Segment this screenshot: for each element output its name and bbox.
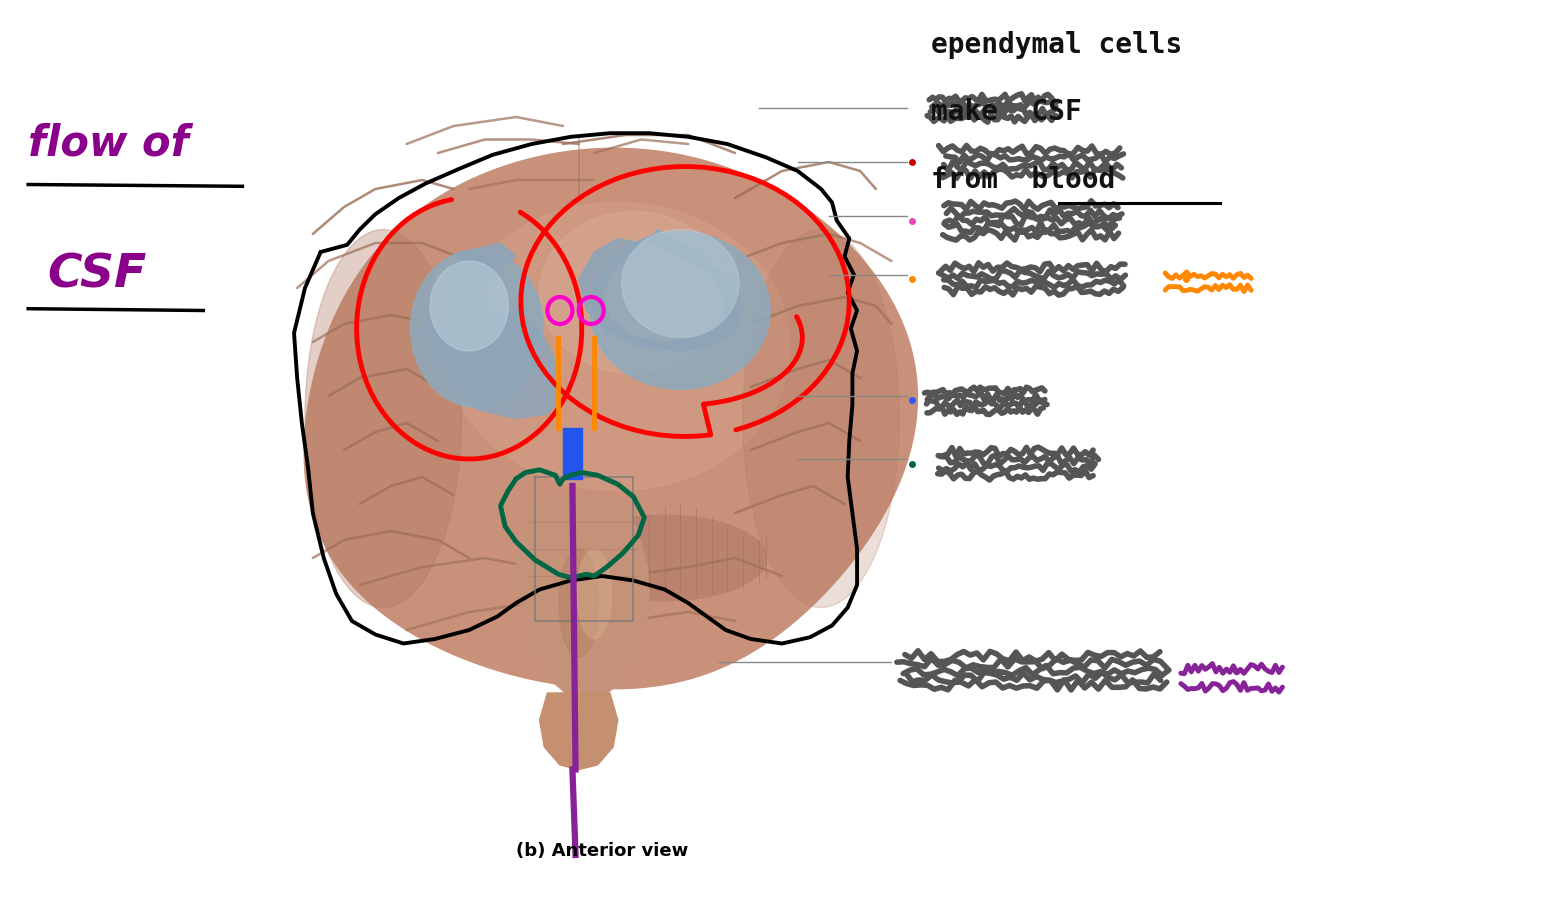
Ellipse shape (446, 202, 790, 491)
Text: (b) Anterior view: (b) Anterior view (516, 842, 688, 859)
Polygon shape (563, 428, 582, 479)
Ellipse shape (410, 249, 544, 407)
Text: from  blood: from blood (931, 166, 1115, 194)
Polygon shape (516, 500, 649, 702)
Polygon shape (540, 693, 618, 770)
Ellipse shape (305, 230, 461, 608)
Ellipse shape (563, 515, 766, 601)
Polygon shape (579, 230, 743, 351)
Polygon shape (305, 148, 918, 688)
Text: flow of: flow of (28, 123, 189, 165)
Ellipse shape (540, 212, 727, 374)
Text: CSF: CSF (47, 252, 145, 297)
Text: ependymal cells: ependymal cells (931, 31, 1182, 59)
Ellipse shape (560, 549, 597, 657)
Ellipse shape (743, 230, 899, 608)
Ellipse shape (577, 549, 612, 639)
Ellipse shape (591, 231, 771, 389)
Text: make  CSF: make CSF (931, 98, 1081, 127)
Polygon shape (422, 243, 563, 418)
Ellipse shape (430, 261, 508, 351)
Ellipse shape (622, 230, 740, 338)
